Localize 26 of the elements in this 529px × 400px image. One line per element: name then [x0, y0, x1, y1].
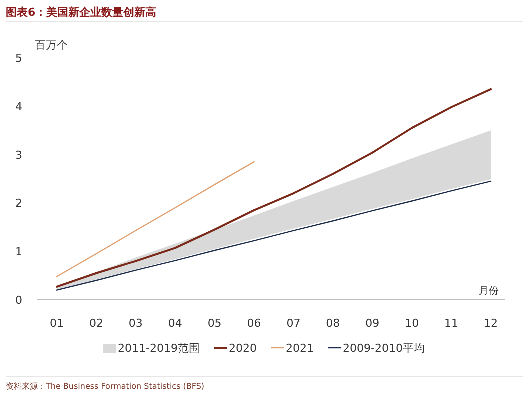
- y-tick-label: 4: [16, 100, 22, 114]
- y-tick-label: 0: [16, 294, 22, 307]
- x-axis-title: 月份: [479, 286, 499, 297]
- x-tick-label: 05: [208, 317, 222, 330]
- chart-title: 图表6：美国新企业数量创新高: [6, 6, 157, 19]
- text: 资料来源：The Business Formation Statistics (BFS): [6, 382, 205, 391]
- y-tick-label: 3: [16, 148, 22, 162]
- y-tick-label: 1: [16, 246, 22, 259]
- legend-label: 2009-2010平均: [343, 342, 425, 355]
- legend-label: 2011-2019范围: [118, 342, 200, 355]
- x-tick-label: 10: [405, 317, 420, 330]
- x-tick-label: 11: [444, 317, 459, 330]
- y-axis-title: 百万个: [35, 39, 68, 52]
- x-tick-label: 08: [326, 317, 340, 330]
- x-tick-label: 02: [89, 317, 104, 330]
- x-tick-label: 03: [128, 317, 143, 330]
- y-tick-label: 2: [16, 197, 22, 210]
- legend-label: 2021: [286, 342, 314, 355]
- y-tick-label: 5: [16, 52, 22, 65]
- x-tick-label: 12: [484, 317, 498, 330]
- x-tick-label: 07: [286, 317, 301, 330]
- legend-label: 2020: [229, 342, 257, 355]
- x-tick-label: 09: [366, 317, 380, 330]
- x-tick-label: 06: [247, 317, 262, 330]
- x-tick-label: 01: [50, 317, 64, 330]
- x-tick-label: 04: [168, 317, 182, 330]
